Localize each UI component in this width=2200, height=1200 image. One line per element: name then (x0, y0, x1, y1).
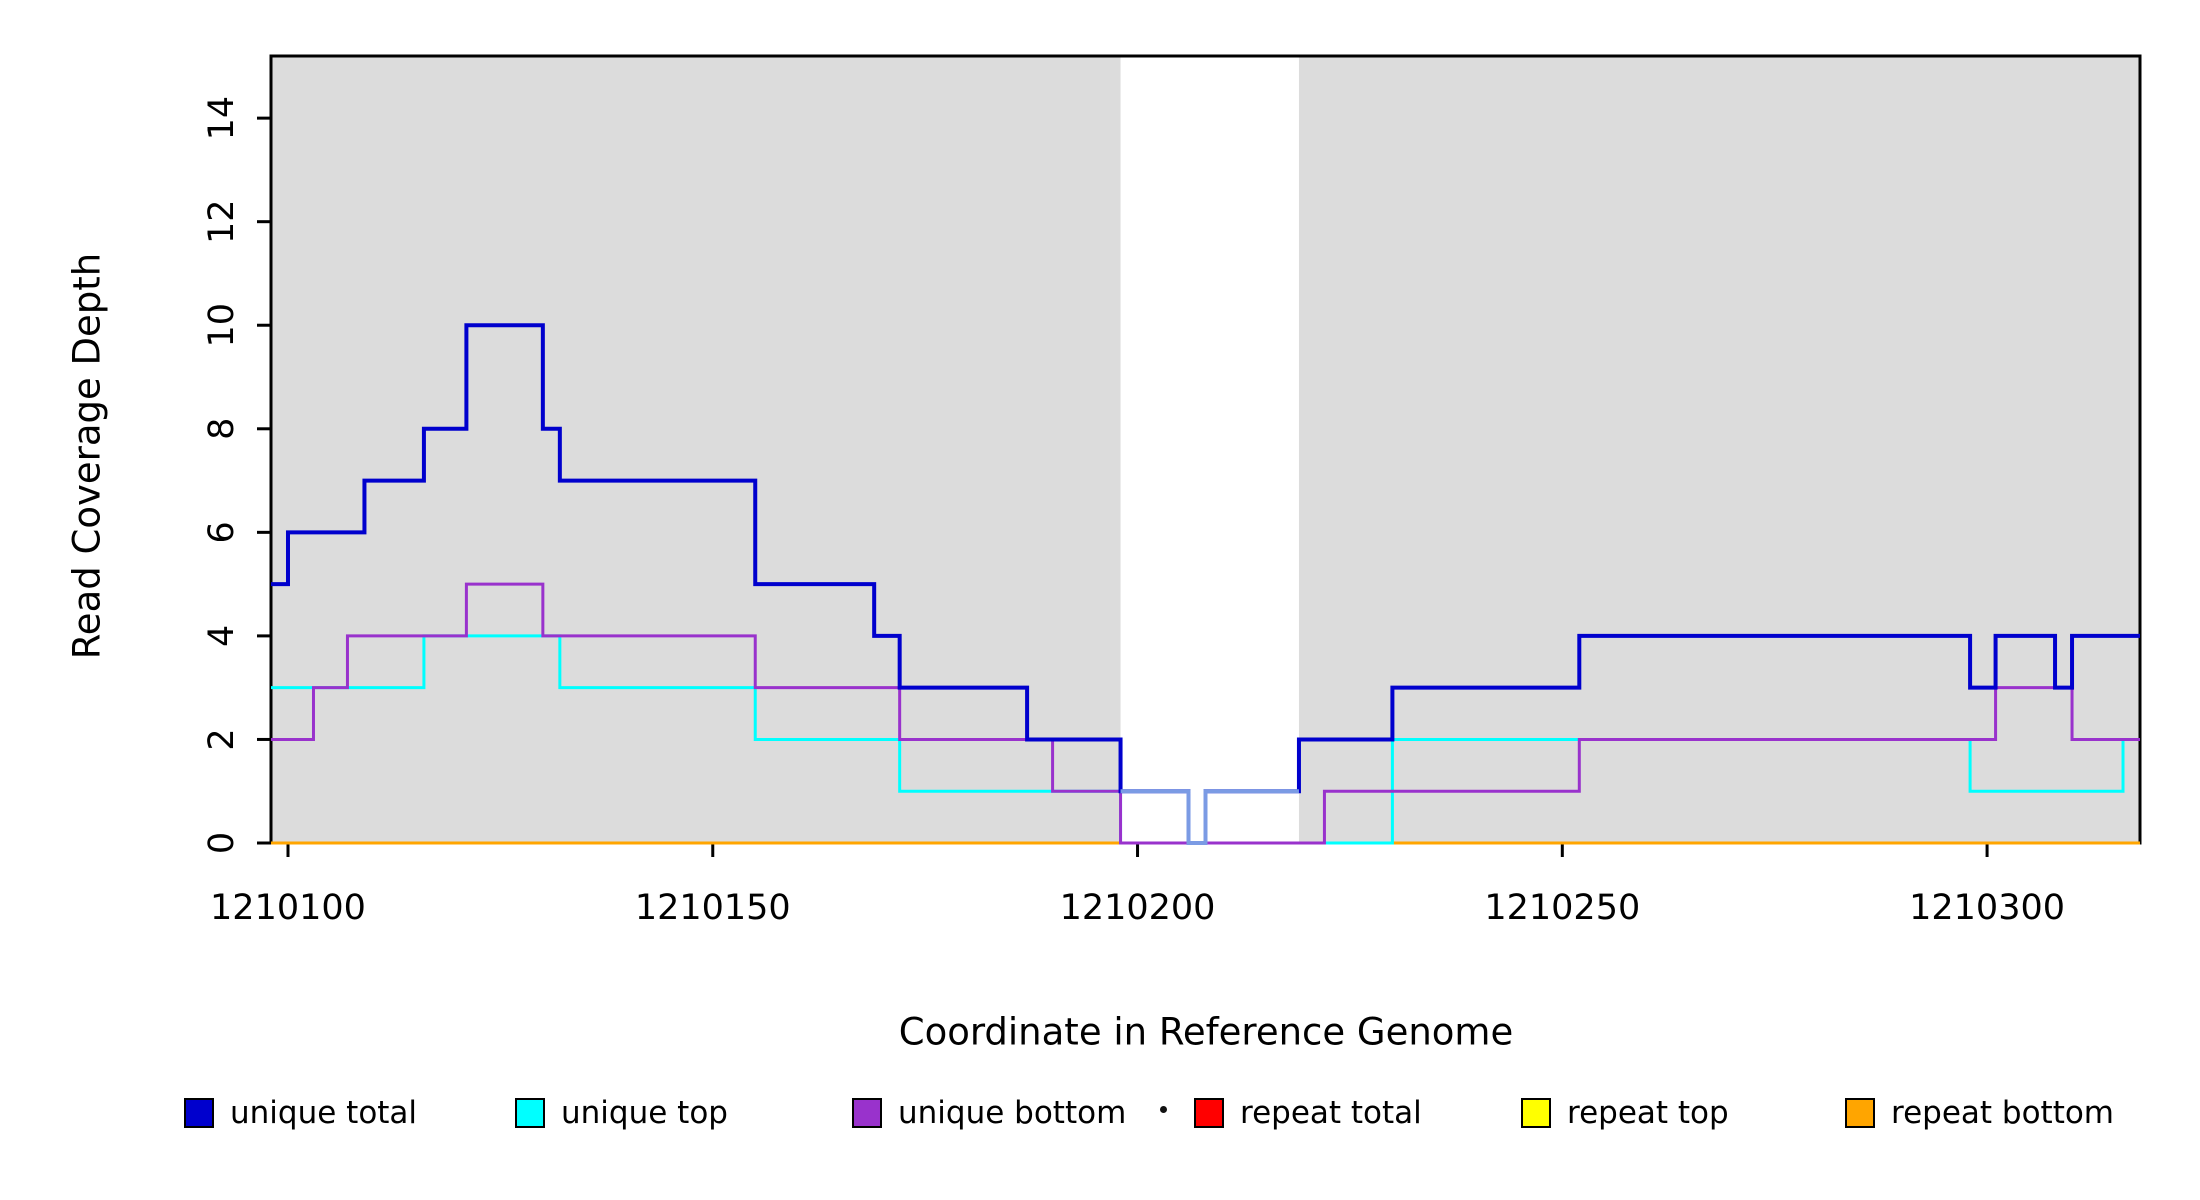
legend-item-repeat-top: repeat top (1521, 1095, 1729, 1131)
y-tick-label: 4 (202, 625, 242, 647)
legend-label: unique top (561, 1095, 728, 1131)
y-tick-label: 0 (202, 832, 242, 854)
legend-swatch-unique-total (184, 1098, 214, 1128)
x-tick-label: 1210300 (1909, 888, 2065, 928)
y-tick-label: 6 (202, 521, 242, 543)
legend-label: repeat top (1567, 1095, 1729, 1131)
legend-item-unique-top: unique top (515, 1095, 728, 1131)
legend-swatch-unique-bottom (852, 1098, 882, 1128)
series-line-unique-bottom (271, 582, 2140, 845)
y-tick-label: 10 (202, 303, 242, 348)
legend-item-repeat-total: repeat total (1194, 1095, 1422, 1131)
legend-item-repeat-bottom: repeat bottom (1845, 1095, 2115, 1131)
x-tick-label: 1210150 (635, 888, 791, 928)
stray-dot (1160, 1106, 1167, 1113)
series-line-unique-total-gap-segment (1120, 789, 1299, 845)
x-tick-label: 1210250 (1484, 888, 1640, 928)
legend-item-unique-bottom: unique bottom (852, 1095, 1127, 1131)
coverage-gap-band (1120, 56, 1299, 843)
y-tick-label: 14 (202, 96, 242, 141)
legend-label: repeat bottom (1891, 1095, 2115, 1131)
legend-label: repeat total (1240, 1095, 1422, 1131)
legend-label: unique total (230, 1095, 418, 1131)
legend-swatch-repeat-total (1194, 1098, 1224, 1128)
y-axis-title: Read Coverage Depth (65, 252, 109, 660)
series-line-unique-top (271, 634, 2140, 845)
series-line-unique-total (271, 323, 2140, 845)
x-tick-label: 1210200 (1060, 888, 1216, 928)
legend: unique total unique top unique bottom repea… (0, 1095, 2200, 1136)
legend-label: unique bottom (898, 1095, 1127, 1131)
x-tick-label: 1210100 (210, 888, 366, 928)
y-tick-label: 8 (202, 418, 242, 440)
legend-item-unique-total: unique total (184, 1095, 418, 1131)
y-tick-label: 2 (202, 728, 242, 750)
legend-swatch-repeat-bottom (1845, 1098, 1875, 1128)
legend-swatch-unique-top (515, 1098, 545, 1128)
y-tick-label: 12 (202, 199, 242, 244)
legend-swatch-repeat-top (1521, 1098, 1551, 1128)
x-axis-title: Coordinate in Reference Genome (898, 1010, 1514, 1054)
